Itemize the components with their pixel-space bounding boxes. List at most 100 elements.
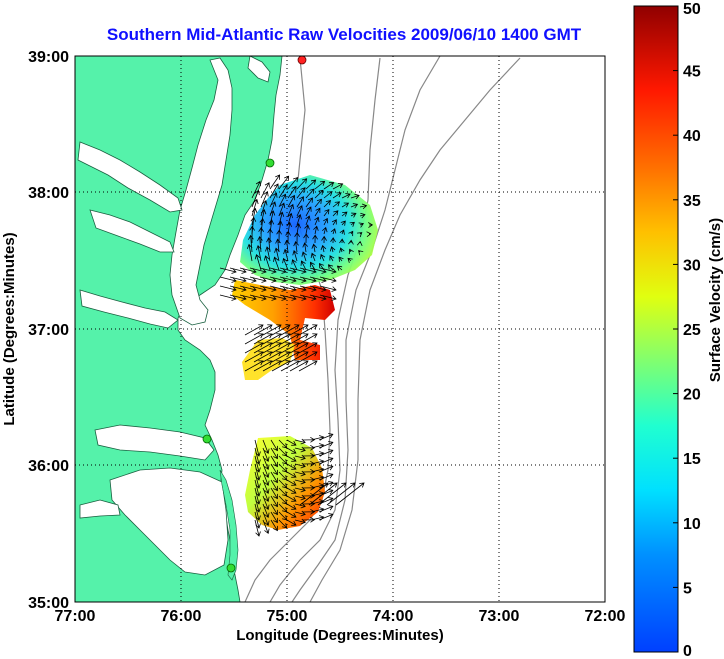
x-tick-label: 77:00: [55, 608, 96, 625]
velocity-arrow: [326, 482, 356, 506]
velocity-arrow: [270, 487, 278, 500]
velocity-arrow: [348, 230, 354, 237]
velocity-arrow: [314, 198, 322, 208]
velocity-arrow: [278, 175, 290, 190]
velocity-arrow: [318, 457, 334, 465]
velocity-arrow: [366, 231, 372, 237]
velocity-arrow: [254, 254, 262, 271]
velocity-arrow: [299, 267, 317, 274]
velocity-arrow: [270, 519, 278, 532]
x-tick-label: 75:00: [267, 608, 308, 625]
velocity-arrow: [229, 294, 247, 301]
velocity-arrow: [323, 182, 335, 190]
velocity-arrow: [319, 294, 337, 301]
velocity-arrow: [286, 447, 297, 454]
velocity-arrow: [294, 438, 306, 445]
velocity-arrow: [312, 234, 318, 244]
velocity-arrow: [286, 439, 297, 446]
velocity-arrow: [291, 259, 298, 271]
velocity-arrow: [305, 215, 311, 226]
velocity-arrow: [327, 264, 334, 271]
velocity-arrow: [269, 276, 287, 283]
velocity-arrow: [280, 342, 300, 354]
james-river: [79, 289, 179, 329]
velocity-arrow: [329, 246, 336, 253]
velocity-arrow: [330, 237, 336, 244]
velocity-arrow: [244, 333, 264, 345]
velocity-arrow: [332, 210, 339, 217]
velocity-arrow: [289, 324, 309, 336]
velocity-arrow: [262, 495, 270, 510]
velocity-arrow: [275, 238, 281, 253]
velocity-arrow: [278, 503, 288, 513]
velocity-arrow: [319, 267, 337, 274]
colorbar-tick-label: 50: [683, 1, 701, 18]
velocity-arrow: [318, 481, 334, 489]
velocity-arrow: [298, 360, 318, 372]
velocity-arrow: [294, 478, 306, 485]
x-axis-label: Longitude (Degrees:Minutes): [236, 627, 444, 644]
velocity-arrow: [219, 285, 237, 292]
velocity-arrow: [289, 360, 309, 372]
velocity-arrow: [239, 294, 257, 301]
x-tick-label: 76:00: [161, 608, 202, 625]
map-title: Southern Mid-Atlantic Raw Velocities 200…: [107, 25, 582, 44]
velocity-arrow: [286, 495, 297, 502]
velocity-arrow: [239, 267, 257, 274]
velocity-arrow: [289, 267, 307, 274]
velocity-arrow: [318, 473, 334, 481]
velocity-arrow: [262, 463, 270, 478]
velocity-arrow: [219, 276, 237, 283]
velocity-arrow: [349, 221, 355, 227]
velocity-arrow: [257, 235, 263, 253]
velocity-arrow: [278, 495, 288, 505]
velocity-arrow: [286, 463, 297, 470]
velocity-arrow: [294, 502, 306, 509]
velocity-arrow: [358, 222, 365, 228]
velocity-arrow: [320, 244, 327, 253]
velocity-arrow: [269, 285, 287, 292]
velocity-arrow: [289, 342, 309, 354]
y-tick-label: 38:00: [28, 185, 69, 202]
velocity-arrow: [347, 257, 353, 263]
velocity-arrow: [329, 255, 335, 262]
velocity-arrow: [287, 194, 296, 208]
velocity-vectors: [219, 174, 374, 537]
velocity-arrow: [294, 462, 306, 469]
velocity-arrow: [278, 463, 288, 473]
velocity-field-plume: [232, 280, 335, 360]
velocity-arrow: [279, 276, 297, 283]
velocity-arrow: [262, 471, 270, 486]
velocity-arrow: [296, 187, 306, 199]
velocity-arrow: [287, 212, 293, 226]
velocity-arrow: [323, 208, 330, 217]
velocity-arrow: [298, 342, 318, 354]
velocity-arrow: [262, 479, 270, 494]
velocity-arrow: [296, 196, 304, 208]
velocity-arrow: [259, 294, 277, 301]
velocity-arrow: [285, 230, 291, 244]
velocity-arrow: [262, 455, 270, 470]
velocity-arrow: [278, 447, 288, 457]
velocity-arrow: [287, 185, 297, 199]
velocity-arrow: [332, 192, 342, 199]
velocity-arrow: [270, 439, 278, 452]
velocity-arrow: [298, 351, 318, 363]
velocity-arrow: [287, 203, 295, 217]
velocity-arrow: [322, 226, 328, 235]
velocity-arrow: [350, 193, 360, 200]
velocity-arrow: [270, 479, 278, 492]
velocity-arrow: [248, 234, 254, 253]
velocity-arrow: [219, 267, 237, 274]
velocity-arrow: [251, 207, 258, 226]
velocity-arrow: [270, 455, 278, 468]
colorbar-tick-label: 0: [683, 643, 692, 659]
velocity-arrow: [356, 240, 363, 247]
velocity-arrow: [260, 209, 267, 226]
velocity-arrow: [292, 250, 298, 262]
velocity-arrow: [341, 202, 350, 208]
velocity-arrow: [286, 519, 297, 526]
velocity-arrow: [318, 497, 334, 505]
velocity-arrow: [311, 243, 318, 253]
velocity-arrow: [255, 244, 262, 262]
